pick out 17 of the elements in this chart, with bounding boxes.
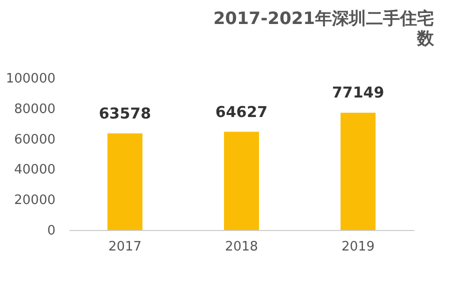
x-tick-label: 2017 (108, 240, 142, 254)
data-label: 63578 (98, 104, 152, 122)
bar (107, 133, 142, 230)
y-tick-label: 80000 (14, 102, 56, 117)
x-tick-label: 2018 (224, 240, 258, 254)
y-tick-label: 60000 (14, 132, 56, 148)
y-tick-label: 20000 (14, 193, 56, 208)
bar (340, 112, 376, 230)
y-tick-label: 0 (47, 224, 56, 238)
chart-title: 2017-2021年深圳二手住宅 (213, 9, 434, 29)
data-label: 77149 (332, 84, 384, 102)
data-label: 64627 (215, 102, 268, 121)
x-tick-label: 2019 (342, 240, 375, 254)
y-tick-label: 100000 (6, 72, 56, 86)
bar (224, 132, 259, 230)
chart-subtitle: 数 (416, 29, 435, 49)
y-tick-label: 40000 (14, 162, 56, 178)
